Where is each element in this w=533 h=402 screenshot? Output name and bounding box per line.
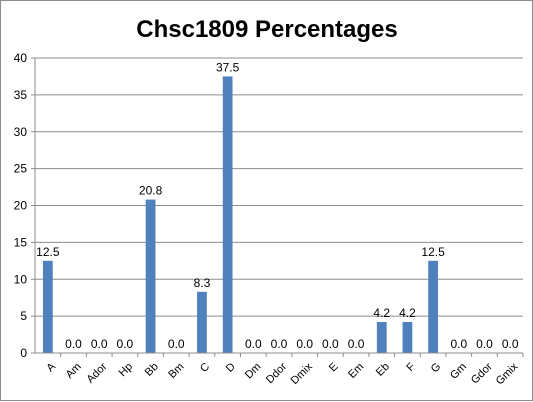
x-tick-label-Em: Em	[346, 361, 366, 381]
data-label-Bb: 20.8	[139, 184, 163, 198]
data-label-G: 12.5	[421, 245, 445, 259]
x-tick-label-D: D	[224, 361, 238, 375]
data-labels: 12.5 0.0 0.0 0.0 20.8 0.0 8.3 37.5 0.0 0.0 0.0 0.0 0…	[36, 60, 519, 351]
data-label-F: 4.2	[399, 306, 416, 320]
data-label-E: 0.0	[322, 337, 339, 351]
data-label-Ador: 0.0	[91, 337, 108, 351]
data-label-Gmix: 0.0	[502, 337, 519, 351]
bar-A	[42, 260, 53, 353]
x-tick-label-Ddor: Ddor	[264, 360, 290, 386]
x-tick-label-E: E	[327, 361, 341, 375]
chart-title: Chsc1809 Percentages	[136, 16, 398, 43]
x-tick-label-A: A	[44, 360, 58, 374]
data-label-Dmix: 0.0	[296, 337, 313, 351]
data-label-C: 8.3	[194, 276, 211, 290]
data-label-A: 12.5	[36, 245, 60, 259]
y-tick-label: 40	[14, 51, 28, 65]
bar-G	[428, 260, 438, 353]
x-tick-label-Am: Am	[64, 361, 84, 381]
x-tick-label-Dm: Dm	[243, 361, 264, 382]
x-tick-label-Hp: Hp	[117, 361, 135, 379]
x-tick-label-Bb: Bb	[143, 361, 161, 379]
x-tick-label-Gmix: Gmix	[494, 360, 521, 387]
data-label-Hp: 0.0	[117, 337, 134, 351]
bar-D	[222, 76, 233, 353]
data-label-Am: 0.0	[65, 337, 82, 351]
data-label-Eb: 4.2	[373, 306, 390, 320]
bar-F	[402, 322, 413, 353]
bar-C	[197, 291, 207, 353]
data-label-Ddor: 0.0	[271, 337, 288, 351]
x-tick-label-Eb: Eb	[374, 361, 392, 379]
x-tick-label-Gm: Gm	[448, 361, 469, 382]
bars	[42, 76, 438, 353]
data-label-Em: 0.0	[348, 337, 365, 351]
x-tick-label-Bm: Bm	[166, 361, 186, 381]
y-tick-label: 5	[20, 309, 27, 323]
x-tick-label-F: F	[404, 361, 417, 374]
y-tick-label: 20	[14, 199, 28, 213]
data-label-Dm: 0.0	[245, 337, 262, 351]
y-tick-label: 35	[14, 88, 28, 102]
bar-Eb	[376, 322, 387, 353]
gridlines	[35, 57, 523, 317]
x-tick-label-Dmix: Dmix	[289, 360, 316, 387]
data-label-Gm: 0.0	[450, 337, 467, 351]
y-tick-label: 10	[14, 272, 28, 286]
y-tick-label: 30	[14, 125, 28, 139]
y-axis-ticks: 0 5 10 15 20 25 30 35 40	[14, 51, 35, 360]
x-tick-label-Gdor: Gdor	[469, 361, 495, 387]
x-tick-label-C: C	[198, 361, 212, 375]
x-tick-label-G: G	[429, 361, 444, 376]
y-tick-label: 0	[20, 346, 27, 360]
data-label-Bm: 0.0	[168, 337, 185, 351]
y-tick-label: 25	[14, 162, 28, 176]
data-label-Gdor: 0.0	[476, 337, 493, 351]
x-axis-categories: A Am Ador Hp Bb Bm C D Dm Ddor Dmix E Em Eb F G Gm Gdor Gm…	[44, 353, 524, 387]
bar-Bb	[145, 199, 156, 353]
x-tick-label-Ador: Ador	[84, 361, 109, 386]
y-tick-label: 15	[14, 235, 28, 249]
data-label-D: 37.5	[216, 60, 240, 74]
